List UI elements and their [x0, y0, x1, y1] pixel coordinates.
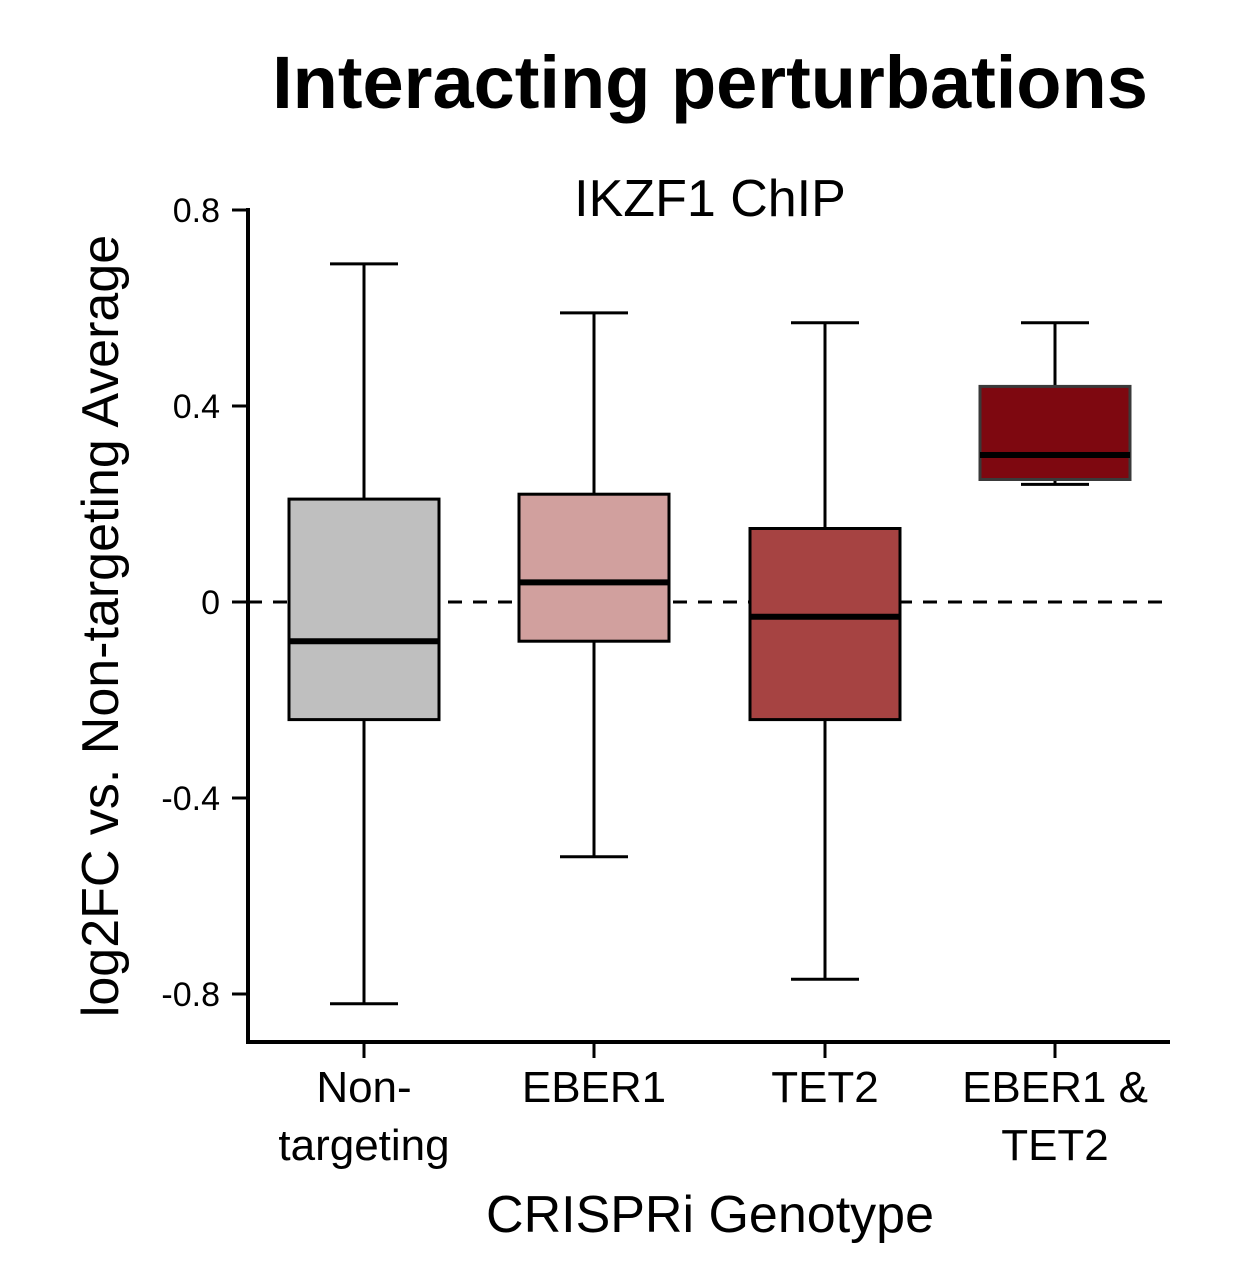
y-tick-label: 0.8: [173, 192, 220, 230]
x-tick-label: Non-targeting: [278, 1063, 449, 1170]
x-tick-label-line: targeting: [278, 1121, 449, 1170]
x-tick-label-line: TET2: [771, 1063, 879, 1112]
box-iqr: [517, 492, 671, 643]
y-axis-label: log2FC vs. Non-targeting Average: [72, 235, 130, 1017]
x-axis-label: CRISPRi Genotype: [486, 1186, 934, 1244]
x-tick-label: TET2: [771, 1063, 879, 1112]
y-tick-label: 0.4: [173, 388, 220, 426]
x-tick-label-line: EBER1: [522, 1063, 666, 1112]
y-tick-label: 0: [201, 584, 220, 622]
y-tick-label: -0.8: [161, 976, 220, 1014]
x-tick-label-line: Non-: [316, 1063, 411, 1112]
x-tick-label-line: EBER1 &: [962, 1063, 1148, 1112]
box-iqr: [978, 384, 1132, 481]
box-iqr: [287, 497, 441, 722]
x-tick-label-line: TET2: [1001, 1121, 1109, 1170]
chart-subtitle: IKZF1 ChIP: [574, 170, 846, 228]
chart-title: Interacting perturbations: [272, 41, 1148, 124]
x-tick-label: EBER1: [522, 1063, 666, 1112]
box-iqr: [748, 527, 902, 722]
y-tick-label: -0.4: [161, 780, 220, 818]
x-tick-label: EBER1 & TET2: [962, 1063, 1148, 1170]
